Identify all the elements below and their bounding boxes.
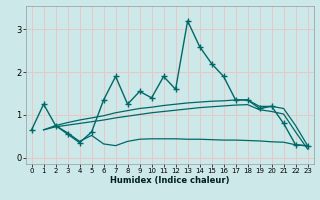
X-axis label: Humidex (Indice chaleur): Humidex (Indice chaleur)	[110, 176, 229, 185]
